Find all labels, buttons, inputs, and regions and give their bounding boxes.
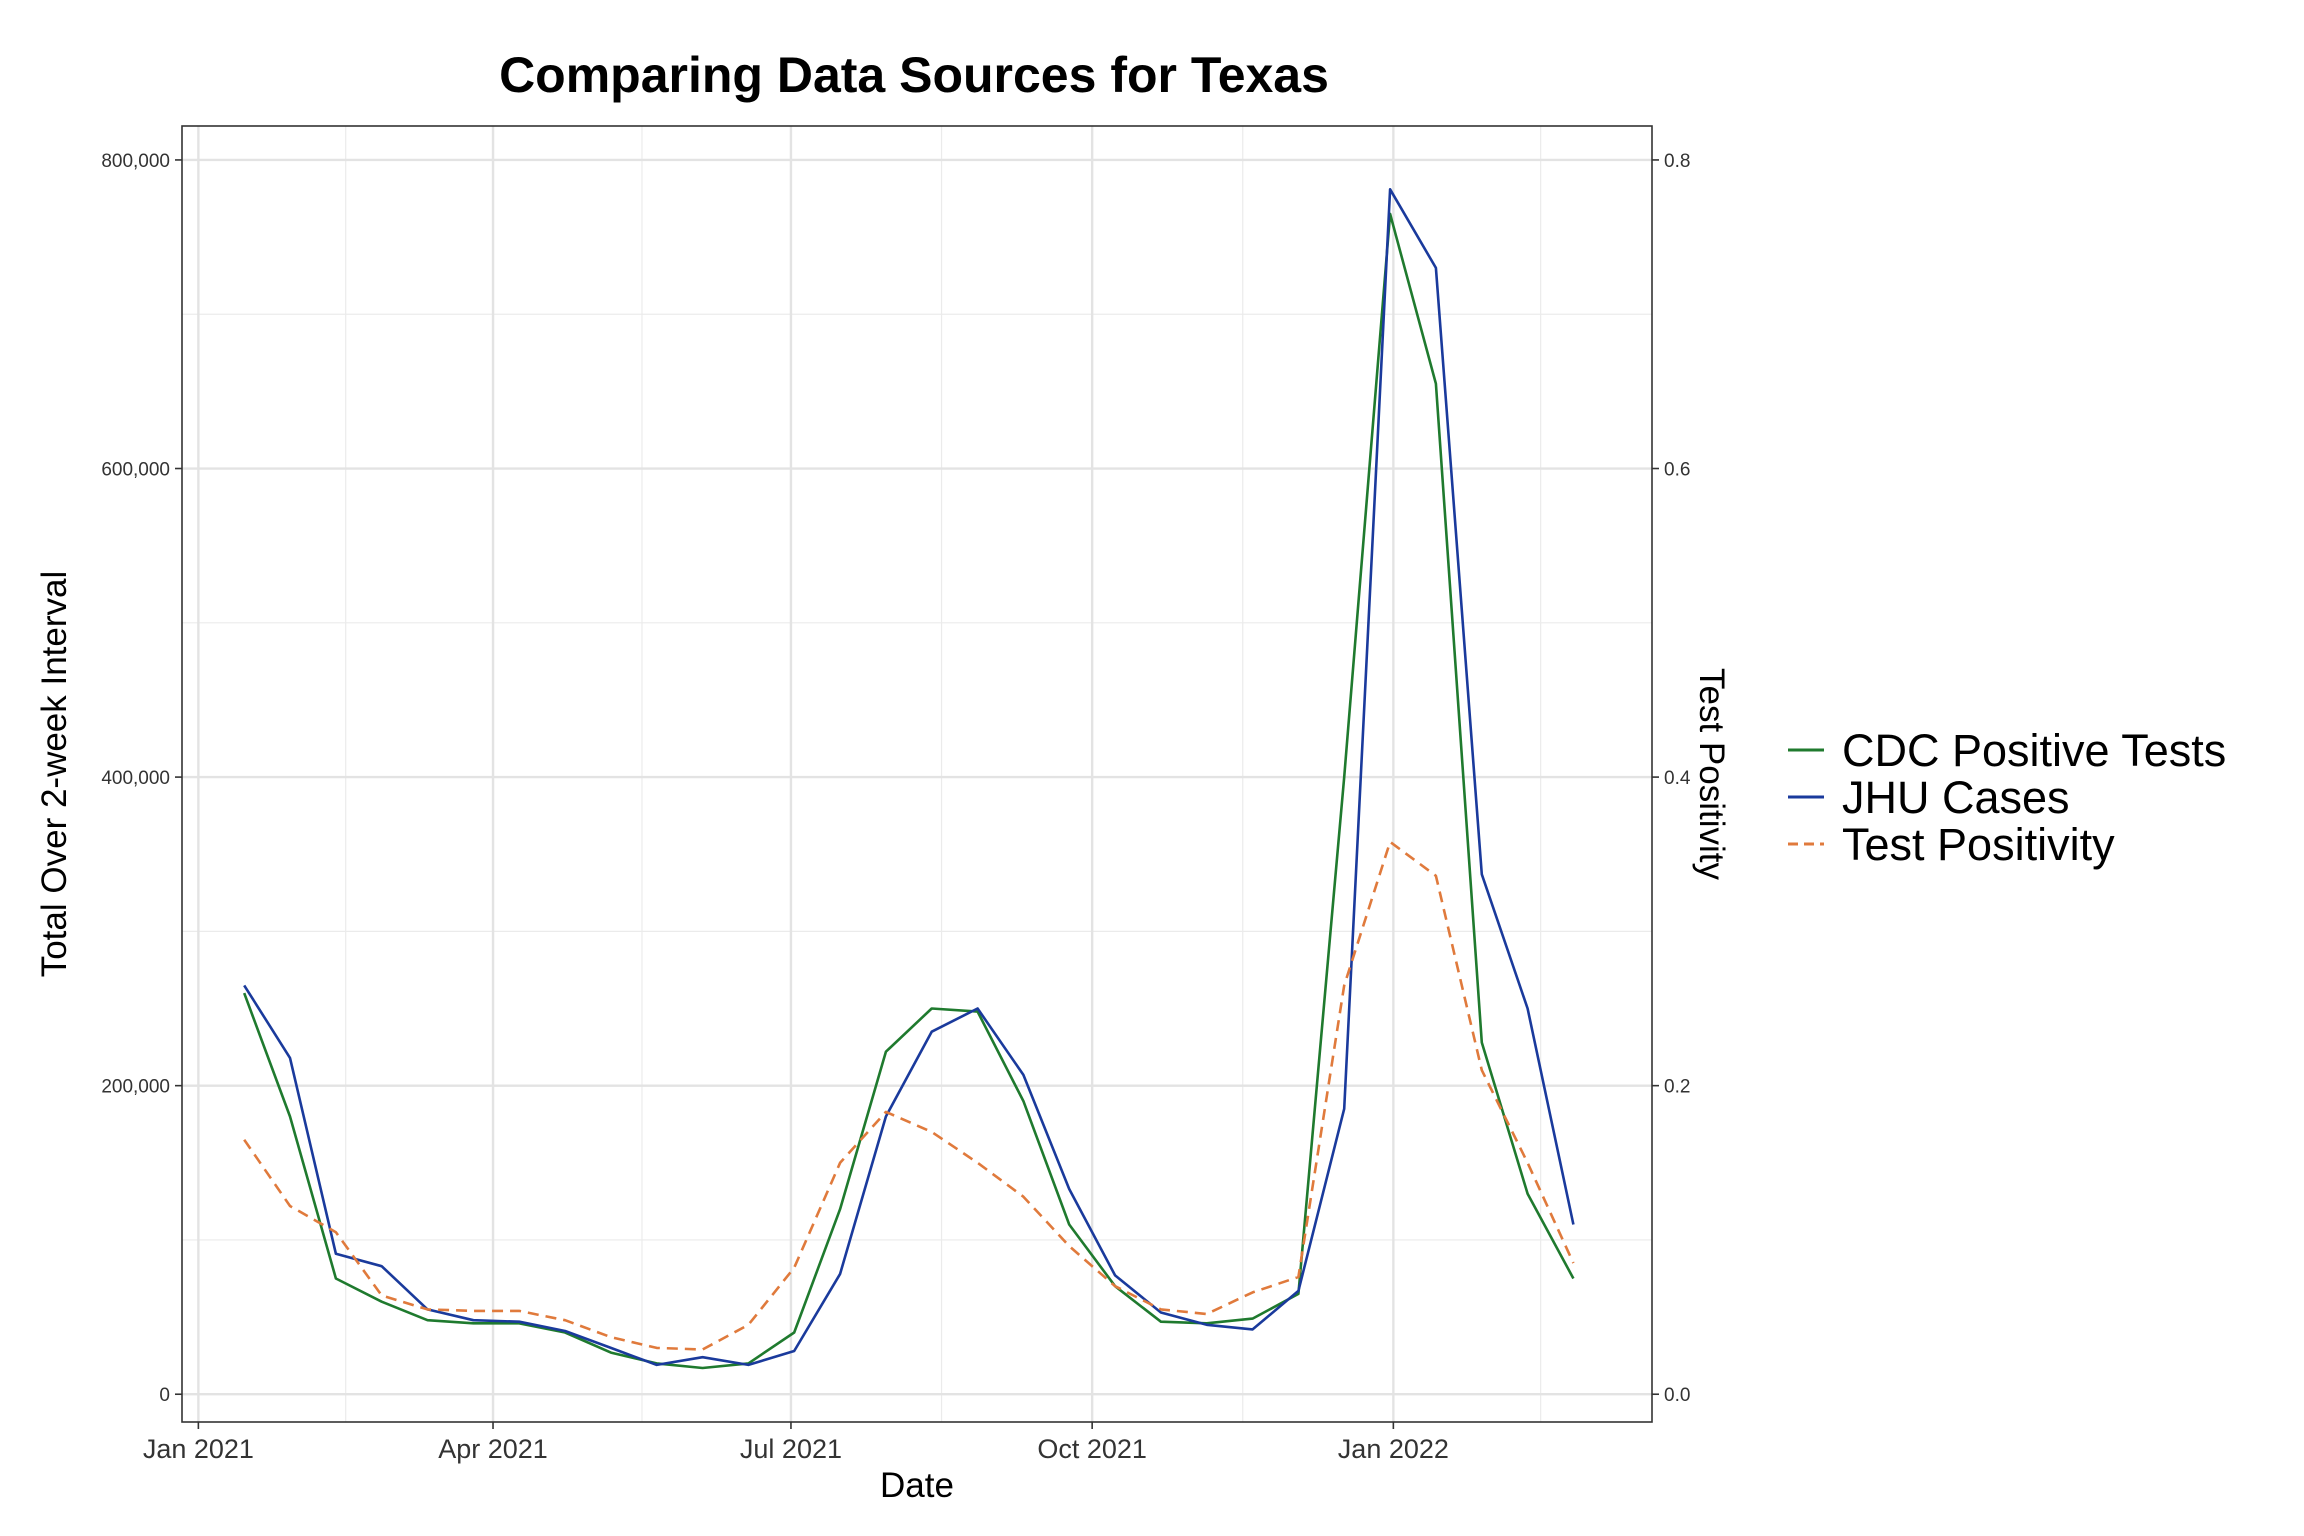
- y-axis-title: Total Over 2-week Interval: [35, 571, 74, 978]
- y2-axis-title: Test Positivity: [1692, 668, 1731, 880]
- y2-tick-label: 0.4: [1664, 768, 1691, 789]
- series-line-test-positivity: [243, 840, 1575, 1351]
- y-axis-left: 0 200,000 400,000 600,000 800,000: [101, 151, 182, 1406]
- y-tick-label: 400,000: [101, 768, 170, 789]
- plot-background: [182, 126, 1652, 1422]
- minor-gridlines-y: [182, 313, 1652, 1241]
- y2-tick-label: 0.0: [1664, 1385, 1690, 1406]
- y-tick-label: 0: [159, 1385, 170, 1406]
- major-gridlines-y: [182, 158, 1652, 1396]
- x-axis-title: Date: [880, 1466, 954, 1505]
- major-gridlines-x: [197, 126, 1395, 1422]
- y-axis-right: 0.0 0.2 0.4 0.6 0.8: [1652, 151, 1691, 1406]
- y2-tick-label: 0.6: [1664, 460, 1690, 481]
- x-tick-label: Jul 2021: [740, 1434, 842, 1464]
- minor-gridlines-x: [345, 126, 1542, 1422]
- y2-tick-label: 0.2: [1664, 1077, 1690, 1098]
- y-tick-label: 800,000: [101, 151, 170, 172]
- x-tick-label: Oct 2021: [1037, 1434, 1147, 1464]
- series-line-jhu-cases: [243, 188, 1575, 1367]
- plot-border: [181, 125, 1653, 1423]
- y-tick-label: 600,000: [101, 460, 170, 481]
- x-tick-label: Jan 2022: [1338, 1434, 1449, 1464]
- legend-label: Test Positivity: [1842, 819, 2115, 870]
- y-tick-label: 200,000: [101, 1077, 170, 1098]
- legend-label: JHU Cases: [1842, 772, 2070, 823]
- series-layer: [242, 188, 1575, 1370]
- y2-tick-label: 0.8: [1664, 151, 1690, 172]
- x-tick-label: Jan 2021: [143, 1434, 254, 1464]
- series-line-cdc-positive-tests: [242, 212, 1575, 1370]
- legend-label: CDC Positive Tests: [1842, 725, 2226, 776]
- x-tick-label: Apr 2021: [438, 1434, 548, 1464]
- x-axis: Jan 2021 Apr 2021 Jul 2021 Oct 2021 Jan 2022: [143, 1422, 1449, 1464]
- chart-title: Comparing Data Sources for Texas: [499, 47, 1329, 103]
